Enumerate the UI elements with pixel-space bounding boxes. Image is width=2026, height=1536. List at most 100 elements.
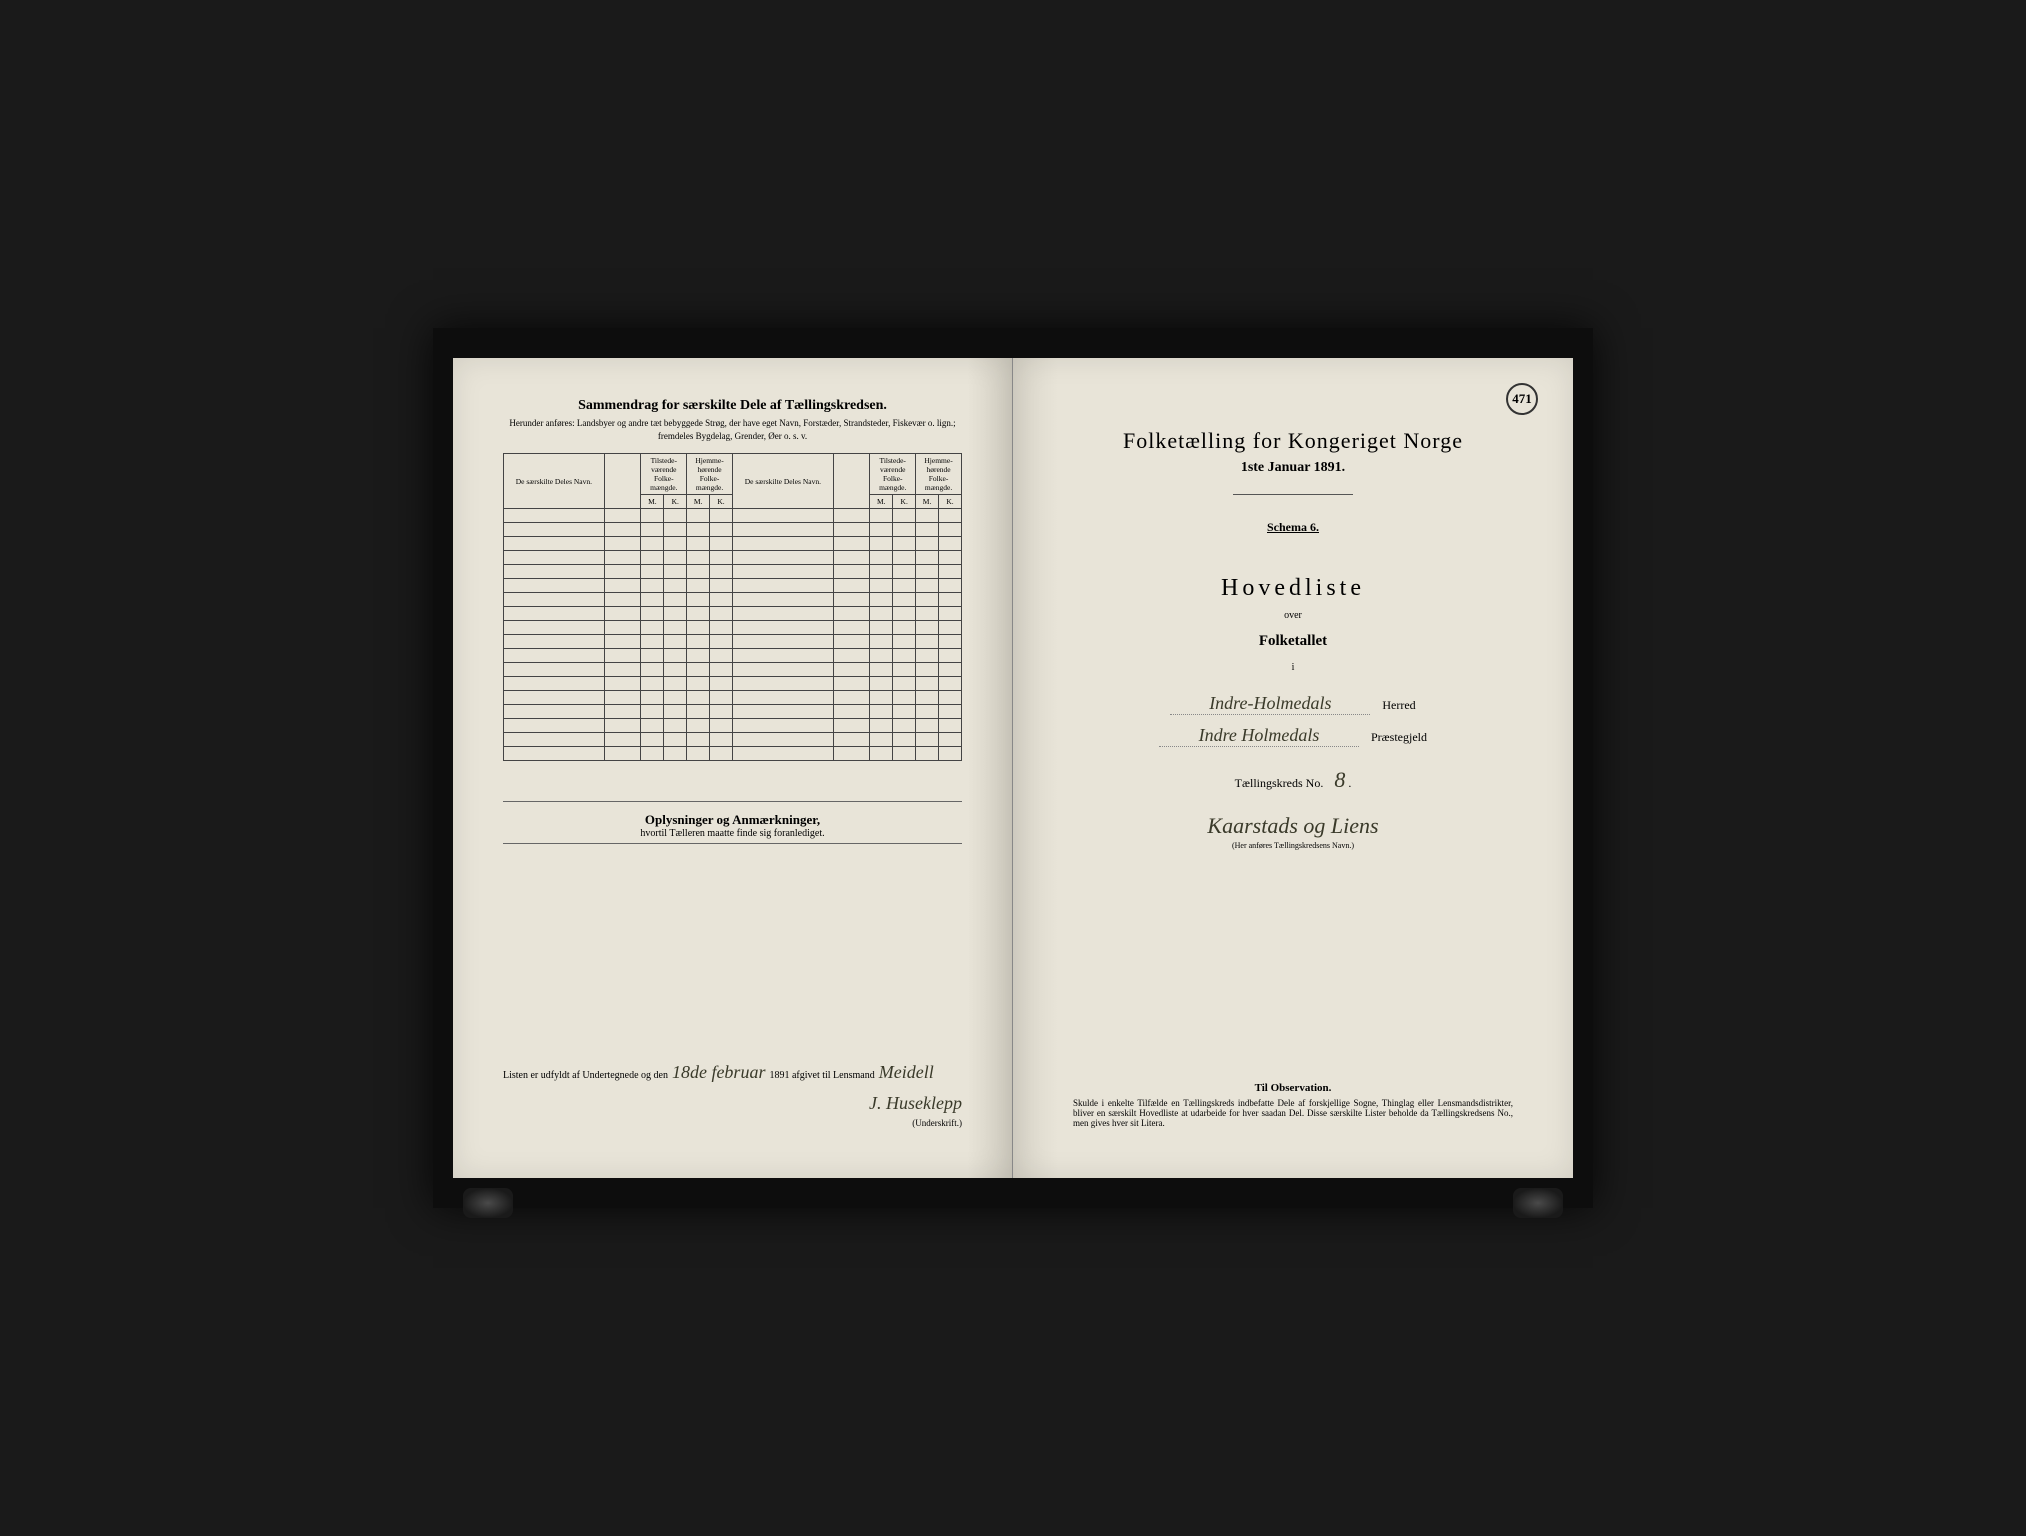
table-cell <box>916 635 939 649</box>
table-cell <box>939 523 962 537</box>
table-cell <box>732 691 833 705</box>
table-cell <box>939 551 962 565</box>
table-cell <box>664 663 687 677</box>
table-cell <box>732 635 833 649</box>
table-cell <box>833 691 870 705</box>
col-tilstede-1: Tilstede-værende Folke-mængde. <box>641 454 687 495</box>
table-cell <box>916 579 939 593</box>
table-cell <box>732 677 833 691</box>
table-body <box>504 509 962 761</box>
table-cell <box>504 677 605 691</box>
divider <box>1233 494 1353 495</box>
table-cell <box>939 593 962 607</box>
table-cell <box>893 579 916 593</box>
table-cell <box>916 663 939 677</box>
sig-date-handwritten: 18de februar <box>672 1062 766 1083</box>
col-m: M. <box>641 495 664 509</box>
summary-table-wrap: De særskilte Deles Navn. Tilstede-værend… <box>503 453 962 761</box>
table-cell <box>641 733 664 747</box>
table-cell <box>710 719 733 733</box>
table-cell <box>504 565 605 579</box>
observation-section: Til Observation. Skulde i enkelte Tilfæl… <box>1073 1082 1513 1128</box>
schema-label: Schema 6. <box>1063 520 1523 535</box>
table-cell <box>710 551 733 565</box>
table-cell <box>687 733 710 747</box>
col-hjemme-1: Hjemme-hørende Folke-mængde. <box>687 454 733 495</box>
table-cell <box>870 565 893 579</box>
col-hjemme-2: Hjemme-hørende Folke-mængde. <box>916 454 962 495</box>
table-cell <box>710 677 733 691</box>
table-cell <box>833 551 870 565</box>
table-cell <box>604 663 641 677</box>
table-cell <box>893 733 916 747</box>
table-cell <box>504 523 605 537</box>
kreds-label: Tællingskreds No. <box>1235 776 1324 790</box>
table-cell <box>641 607 664 621</box>
table-row <box>504 719 962 733</box>
summary-table: De særskilte Deles Navn. Tilstede-værend… <box>503 453 962 761</box>
col-k: K. <box>893 495 916 509</box>
table-cell <box>604 635 641 649</box>
table-cell <box>504 537 605 551</box>
table-cell <box>710 607 733 621</box>
table-cell <box>604 649 641 663</box>
kreds-no-handwritten: 8 <box>1334 767 1345 792</box>
table-cell <box>870 677 893 691</box>
table-cell <box>641 635 664 649</box>
table-cell <box>604 523 641 537</box>
table-cell <box>939 663 962 677</box>
table-cell <box>916 621 939 635</box>
table-cell <box>641 593 664 607</box>
table-cell <box>641 621 664 635</box>
praeste-handwritten: Indre Holmedals <box>1159 725 1359 747</box>
table-cell <box>916 593 939 607</box>
observation-title: Til Observation. <box>1073 1082 1513 1094</box>
table-cell <box>504 579 605 593</box>
table-cell <box>893 621 916 635</box>
table-cell <box>939 607 962 621</box>
signature-section: Listen er udfyldt af Undertegnede og den… <box>503 1062 962 1128</box>
table-cell <box>687 663 710 677</box>
table-cell <box>664 579 687 593</box>
table-cell <box>939 621 962 635</box>
table-cell <box>893 649 916 663</box>
table-cell <box>939 649 962 663</box>
table-cell <box>939 747 962 761</box>
table-cell <box>893 747 916 761</box>
table-cell <box>916 705 939 719</box>
census-title: Folketælling for Kongeriget Norge <box>1063 428 1523 454</box>
table-cell <box>504 663 605 677</box>
table-cell <box>504 621 605 635</box>
table-cell <box>939 719 962 733</box>
table-row <box>504 593 962 607</box>
table-cell <box>732 537 833 551</box>
table-row <box>504 509 962 523</box>
table-cell <box>687 593 710 607</box>
table-cell <box>893 537 916 551</box>
col-name-2: De særskilte Deles Navn. <box>732 454 833 509</box>
table-cell <box>504 635 605 649</box>
table-cell <box>687 621 710 635</box>
table-cell <box>641 579 664 593</box>
table-cell <box>687 537 710 551</box>
table-cell <box>870 719 893 733</box>
table-cell <box>833 607 870 621</box>
table-cell <box>893 565 916 579</box>
table-cell <box>604 607 641 621</box>
table-cell <box>641 537 664 551</box>
table-cell <box>732 733 833 747</box>
kreds-name-handwritten: Kaarstads og Liens <box>1207 813 1378 838</box>
table-cell <box>504 509 605 523</box>
table-row <box>504 733 962 747</box>
table-cell <box>893 719 916 733</box>
period: . <box>1348 776 1351 790</box>
table-cell <box>870 593 893 607</box>
table-cell <box>732 663 833 677</box>
table-cell <box>732 551 833 565</box>
oplys-title: Oplysninger og Anmærkninger, <box>503 812 962 828</box>
table-cell <box>870 537 893 551</box>
table-cell <box>939 691 962 705</box>
table-cell <box>893 551 916 565</box>
table-cell <box>833 579 870 593</box>
col-k: K. <box>664 495 687 509</box>
